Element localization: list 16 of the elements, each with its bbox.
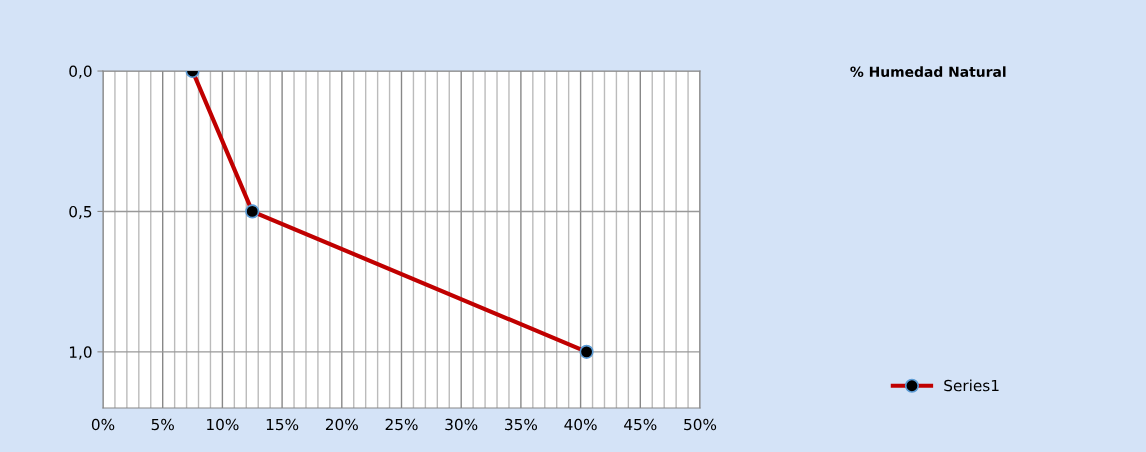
text: % Humedad Natural xyxy=(850,66,1006,78)
x-tick-label: 30% xyxy=(445,418,478,431)
y-tick-label: 0,5 xyxy=(69,205,92,220)
y-tick-label: 1,0 xyxy=(69,346,92,360)
x-tick-label: 0% xyxy=(91,418,115,431)
legend-label: Series1 xyxy=(944,379,999,392)
x-tick-label: 10% xyxy=(207,418,239,431)
x-tick-label: 25% xyxy=(385,418,418,431)
x-tick-label: 35% xyxy=(505,418,538,431)
x-tick-label: 20% xyxy=(325,418,358,431)
x-tick-label: 15% xyxy=(266,418,299,431)
y-tick-label: 0,0 xyxy=(69,65,92,79)
x-tick-label: 5% xyxy=(151,418,174,431)
x-tick-label: 40% xyxy=(564,418,597,431)
x-tick-label: 45% xyxy=(624,418,657,431)
x-tick-label: 50% xyxy=(684,418,717,431)
